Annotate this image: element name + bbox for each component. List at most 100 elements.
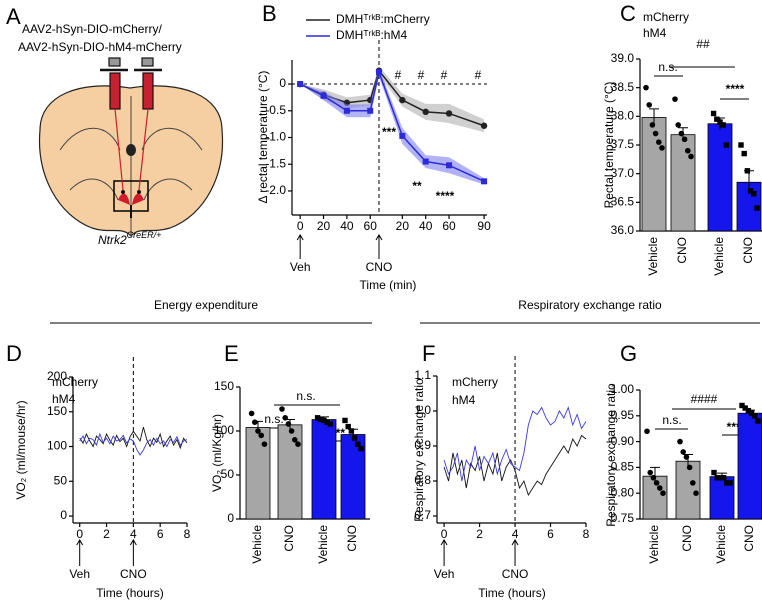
- data-point: [714, 116, 720, 122]
- bar: [311, 419, 337, 520]
- annotation: **: [412, 179, 422, 193]
- x-tick-label: 40: [419, 219, 433, 233]
- annotation: #: [418, 68, 425, 82]
- data-point: [481, 178, 488, 185]
- section-title: Energy expenditure: [154, 298, 258, 312]
- bar: [675, 460, 701, 520]
- y-tick-label: 0.85: [611, 460, 635, 474]
- panel-letter: F: [422, 341, 435, 366]
- x-tick-label: Vehicle: [714, 525, 728, 564]
- legend-label: mCherry: [452, 375, 498, 389]
- data-point: [318, 416, 324, 423]
- x-tick-label: 40: [340, 219, 354, 233]
- x-tick-label: 4: [130, 527, 137, 541]
- bar: [707, 123, 733, 232]
- panel-letter: A: [6, 4, 21, 29]
- data-point: [248, 410, 255, 417]
- data-point: [446, 162, 453, 169]
- y-tick-label: 0: [227, 511, 234, 525]
- series-line: [79, 426, 188, 450]
- y-tick-label: 150: [214, 379, 234, 393]
- y-tick-label: 37.0: [611, 166, 635, 180]
- data-point: [422, 158, 429, 165]
- data-point: [650, 474, 657, 481]
- y-tick-label: 38.5: [611, 80, 635, 94]
- data-point: [422, 108, 429, 116]
- annotation: #: [395, 68, 402, 82]
- y-tick-label: 0: [60, 508, 67, 522]
- y-axis-label: Respiratory exchange ratio: [412, 378, 426, 522]
- data-point: [399, 132, 406, 139]
- legend-label: hM4: [52, 392, 76, 406]
- data-point: [678, 130, 685, 137]
- data-point: [690, 480, 696, 486]
- data-point: [285, 421, 292, 427]
- y-tick-label: 1.00: [611, 382, 635, 396]
- data-point: [314, 415, 321, 421]
- data-point: [258, 432, 265, 439]
- y-tick-label: -1.0: [265, 130, 286, 144]
- data-point: [288, 428, 295, 434]
- x-axis-label: Time (hours): [96, 586, 164, 600]
- data-point: [693, 490, 699, 497]
- virus-line: AAV2-hSyn-DIO-hM4-mCherry: [18, 40, 182, 54]
- data-point: [345, 423, 351, 430]
- data-point: [480, 122, 488, 129]
- event-arrow: [375, 234, 383, 259]
- data-point: [751, 191, 757, 197]
- data-point: [675, 122, 681, 128]
- data-point: [279, 406, 285, 412]
- event-label: Veh: [290, 260, 311, 274]
- x-tick-label: CNO: [282, 525, 296, 552]
- x-tick-label: CNO: [680, 525, 694, 552]
- data-point: [351, 435, 358, 441]
- data-point: [686, 464, 693, 471]
- y-tick-label: -0.5: [265, 103, 286, 117]
- data-point: [717, 119, 723, 125]
- y-tick-label: 37.5: [611, 137, 635, 151]
- y-tick-label: 0.90: [611, 434, 635, 448]
- series-line: [79, 432, 188, 456]
- data-point: [282, 415, 289, 421]
- data-point: [324, 419, 330, 425]
- data-point: [717, 475, 724, 481]
- y-tick-label: -1.5: [265, 156, 286, 170]
- event-label: CNO: [502, 567, 529, 581]
- x-tick-label: 0: [76, 527, 83, 541]
- x-tick-label: Vehicle: [250, 525, 264, 564]
- data-point: [647, 469, 653, 476]
- virus-line: AAV2-hSyn-DIO-mCherry/: [22, 22, 162, 36]
- data-point: [375, 69, 382, 76]
- annotation: ***: [382, 125, 396, 139]
- x-tick-label: CNO: [742, 525, 756, 552]
- annotation: n.s.: [662, 413, 681, 427]
- annotation: n.s.: [296, 389, 315, 403]
- brain-drawing: [38, 57, 224, 237]
- legend-label: mCherry: [643, 10, 689, 24]
- y-tick-label: 38.0: [611, 109, 635, 123]
- y-tick-label: 100: [214, 423, 234, 437]
- panel-letter: D: [6, 341, 22, 366]
- data-point: [659, 145, 665, 151]
- x-tick-label: 90: [477, 219, 491, 233]
- annotation: ****: [436, 189, 455, 203]
- y-axis-label: VO₂ (ml/Kg/hr): [210, 414, 224, 492]
- x-tick-label: CNO: [345, 525, 359, 552]
- genotype-name: Ntrk2: [98, 233, 127, 247]
- data-point: [358, 445, 364, 452]
- event-arrow: [129, 539, 137, 566]
- data-point: [710, 110, 717, 117]
- x-axis-label: Time (hours): [478, 586, 546, 600]
- annotation: #: [475, 68, 482, 82]
- y-tick-label: 200: [47, 369, 67, 383]
- data-point: [724, 480, 730, 486]
- data-point: [742, 405, 748, 411]
- x-tick-label: Vehicle: [647, 525, 661, 564]
- data-point: [723, 142, 730, 148]
- panel-letter: E: [224, 341, 239, 366]
- x-tick-label: 20: [396, 219, 410, 233]
- y-tick-label: 39.0: [611, 51, 635, 65]
- data-point: [327, 421, 334, 427]
- data-point: [255, 428, 261, 434]
